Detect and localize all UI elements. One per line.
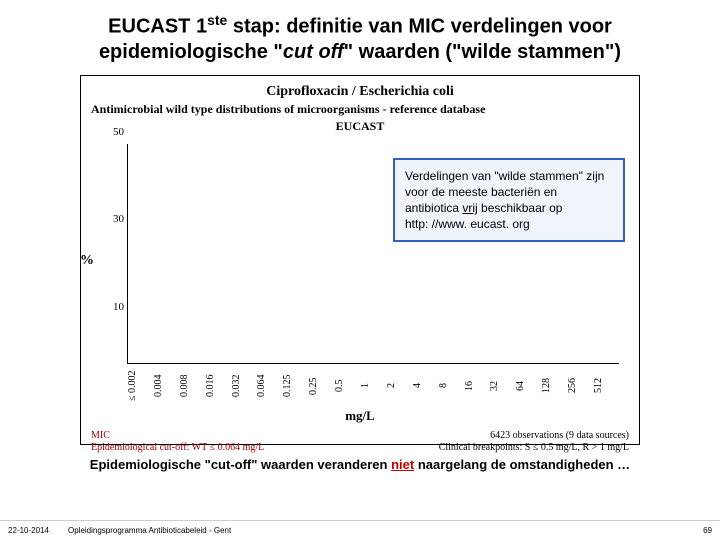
clinical-bp: Clinical breakpoints: S ≤ 0.5 mg/L, R > … — [439, 442, 629, 453]
x-tick: 16 — [464, 366, 490, 406]
callout-underlined: vrij — [462, 201, 477, 215]
x-tick: 2 — [386, 366, 412, 406]
title-pre: EUCAST 1 — [108, 16, 207, 38]
chart-title: Ciprofloxacin / Escherichia coli — [91, 84, 629, 100]
x-axis-label: mg/L — [91, 408, 629, 424]
x-tick: 0.004 — [153, 366, 179, 406]
x-tick: 0.25 — [308, 366, 334, 406]
x-tick: 0.008 — [179, 366, 205, 406]
x-tick: 8 — [438, 366, 464, 406]
footer-source: Opleidingsprogramma Antibioticabeleid - … — [68, 526, 682, 535]
title-sup: ste — [207, 12, 227, 28]
x-tick: 64 — [515, 366, 541, 406]
x-tick: 4 — [412, 366, 438, 406]
bottom-statement: Epidemiologische "cut-off" waarden veran… — [40, 457, 680, 472]
chart-subtitle-2: EUCAST — [91, 119, 629, 134]
x-tick: 512 — [593, 366, 619, 406]
footer-date: 22-10-2014 — [8, 526, 68, 535]
x-tick: ≤ 0.002 — [127, 366, 153, 406]
x-tick: 128 — [541, 366, 567, 406]
x-tick: 0.5 — [334, 366, 360, 406]
y-axis-label: % — [80, 253, 94, 269]
chart-subtitle-1: Antimicrobial wild type distributions of… — [91, 102, 629, 117]
callout-text-2: beschikbaar op — [478, 201, 563, 215]
callout-box: Verdelingen van "wilde stammen" zijn voo… — [393, 158, 625, 243]
epidem-cutoff: Epidemiological cut-off: WT ≤ 0.064 mg/L — [91, 442, 264, 453]
slide-title: EUCAST 1ste stap: definitie van MIC verd… — [40, 12, 680, 65]
x-axis: ≤ 0.0020.0040.0080.0160.0320.0640.1250.2… — [127, 366, 619, 406]
slide-footer: 22-10-2014 Opleidingsprogramma Antibioti… — [0, 520, 720, 540]
y-tick: 30 — [96, 213, 124, 225]
observations: 6423 observations (9 data sources) — [490, 430, 629, 441]
bottom-post: naargelang de omstandigheden … — [414, 457, 630, 472]
chart-footer-left: MIC Epidemiological cut-off: WT ≤ 0.064 … — [91, 430, 264, 453]
slide: EUCAST 1ste stap: definitie van MIC verd… — [0, 0, 720, 540]
y-tick: 50 — [96, 126, 124, 138]
x-tick: 0.016 — [205, 366, 231, 406]
bottom-pre: Epidemiologische "cut-off" waarden veran… — [90, 457, 391, 472]
x-tick: 256 — [567, 366, 593, 406]
footer-page-number: 69 — [682, 526, 712, 535]
x-tick: 1 — [360, 366, 386, 406]
y-tick: 10 — [96, 301, 124, 313]
x-tick: 0.032 — [231, 366, 257, 406]
title-cutoff: cut off — [283, 41, 344, 63]
x-tick: 0.064 — [256, 366, 282, 406]
x-tick: 0.125 — [282, 366, 308, 406]
mic-label: MIC — [91, 430, 110, 441]
chart-footer: MIC Epidemiological cut-off: WT ≤ 0.064 … — [91, 430, 629, 453]
chart-footer-right: 6423 observations (9 data sources) Clini… — [439, 430, 629, 453]
title-post: " waarden ("wilde stammen") — [344, 41, 621, 63]
x-tick: 32 — [489, 366, 515, 406]
bottom-niet: niet — [391, 457, 414, 472]
callout-url: http: //www. eucast. org — [405, 217, 530, 231]
chart-frame: Ciprofloxacin / Escherichia coli Antimic… — [80, 75, 640, 445]
